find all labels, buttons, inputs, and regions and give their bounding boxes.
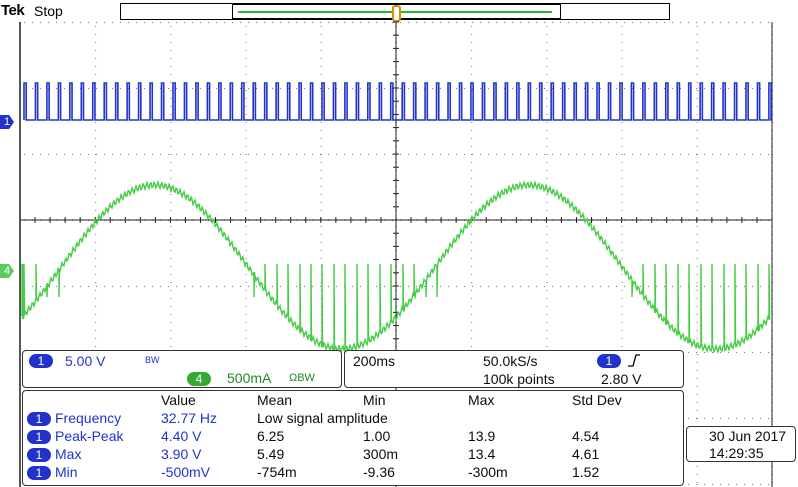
- measurement-mean: Low signal amplitude: [257, 410, 388, 426]
- measurement-name: Min: [55, 464, 78, 480]
- measurement-row[interactable]: 1 Min -500mV -754m -9.36 -300m 1.52: [23, 464, 683, 481]
- measurement-max: -300m: [468, 464, 508, 480]
- acquisition-status: Stop: [34, 3, 63, 19]
- status-bar: Tek Stop: [0, 0, 798, 22]
- time-display: 14:29:35: [709, 445, 764, 461]
- measurement-name: Max: [55, 446, 82, 462]
- record-length: 100k points: [483, 371, 555, 387]
- trigger-position-icon[interactable]: [392, 5, 401, 22]
- ch4-coupling-icon: ΩBW: [289, 372, 315, 384]
- timebase-panel: 200ms 50.0kS/s 100k points 1 2.80 V: [344, 350, 684, 388]
- col-header-std-dev: Std Dev: [572, 392, 622, 408]
- measurement-value: -500mV: [161, 464, 211, 480]
- measurement-row[interactable]: 1 Peak-Peak 4.40 V 6.25 1.00 13.9 4.54: [23, 428, 683, 445]
- ch1-badge[interactable]: 1: [29, 354, 53, 368]
- ch1-bandwidth-limit-icon: BW: [145, 355, 160, 365]
- measurement-std-dev: 1.52: [572, 464, 600, 480]
- measurement-mean: 6.25: [257, 428, 285, 444]
- datetime-panel: 30 Jun 2017 14:29:35: [686, 426, 796, 462]
- col-header-min: Min: [363, 392, 386, 408]
- measurement-name: Frequency: [55, 410, 122, 426]
- measurement-value: 4.40 V: [161, 428, 202, 444]
- measurement-row[interactable]: 1 Frequency 32.77 Hz Low signal amplitud…: [23, 410, 683, 427]
- measurement-channel-badge: 1: [27, 430, 51, 444]
- trigger-source-badge[interactable]: 1: [597, 354, 621, 368]
- col-header-mean: Mean: [257, 392, 293, 408]
- measurement-channel-badge: 1: [27, 412, 51, 426]
- measurement-min: -9.36: [363, 464, 395, 480]
- measurement-value: 3.90 V: [161, 446, 202, 462]
- measurement-value: 32.77 Hz: [161, 410, 218, 426]
- brand-logo: Tek: [1, 2, 25, 19]
- measurement-row[interactable]: 1 Max 3.90 V 5.49 300m 13.4 4.61: [23, 446, 683, 463]
- measurements-panel: Value Mean Min Max Std Dev 1 Frequency 3…: [22, 390, 684, 486]
- time-per-division[interactable]: 200ms: [353, 353, 396, 369]
- measurements-header: Value Mean Min Max Std Dev: [23, 392, 683, 409]
- measurement-name: Peak-Peak: [55, 428, 124, 444]
- measurement-std-dev: 4.54: [572, 428, 600, 444]
- measurement-std-dev: 4.61: [572, 446, 600, 462]
- ch4-scale[interactable]: 500mA: [227, 370, 272, 386]
- measurement-max: 13.4: [468, 446, 496, 462]
- vertical-settings-panel: 1 5.00 V BW 4 500mA ΩBW: [22, 350, 342, 388]
- measurement-min: 300m: [363, 446, 399, 462]
- measurement-max: 13.9: [468, 428, 496, 444]
- ch1-waveform: [23, 82, 772, 121]
- trigger-level[interactable]: 2.80 V: [601, 371, 642, 387]
- col-header-value: Value: [161, 392, 196, 408]
- ch1-ground-marker[interactable]: 1: [0, 115, 14, 129]
- measurement-mean: -754m: [257, 464, 297, 480]
- ch4-badge[interactable]: 4: [187, 372, 211, 386]
- col-header-max: Max: [468, 392, 495, 408]
- measurement-channel-badge: 1: [27, 448, 51, 462]
- ch4-ground-marker[interactable]: 4: [0, 264, 14, 278]
- rising-edge-icon: [628, 354, 640, 367]
- ch4-waveform: [21, 179, 771, 355]
- measurement-channel-badge: 1: [27, 466, 51, 480]
- sample-rate: 50.0kS/s: [483, 353, 538, 369]
- measurement-mean: 5.49: [257, 446, 285, 462]
- date-display: 30 Jun 2017: [709, 428, 787, 444]
- measurement-min: 1.00: [363, 428, 391, 444]
- ch1-scale[interactable]: 5.00 V: [65, 353, 106, 369]
